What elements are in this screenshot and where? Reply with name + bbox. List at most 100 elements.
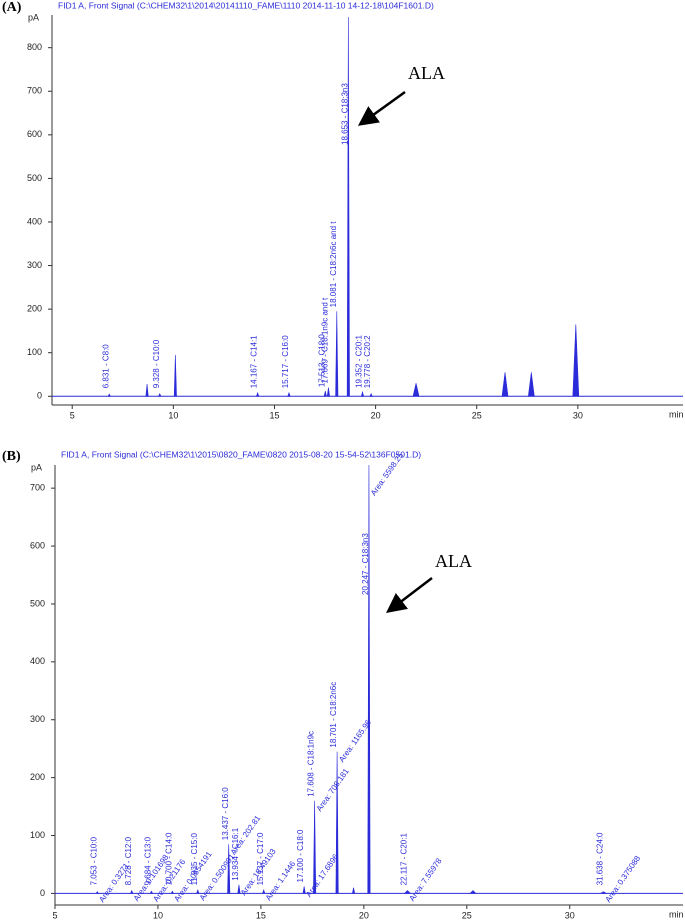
peak (323, 390, 327, 397)
peak (107, 393, 111, 397)
y-tick-label: 0 (37, 391, 42, 401)
area-label: Area: 1.1446 (264, 859, 298, 902)
x-axis-label: min (669, 909, 684, 919)
peak (527, 372, 535, 397)
y-tick-label: 700 (27, 86, 42, 96)
y-axis-label: pA (31, 462, 42, 472)
peak-label: 19.352 - C20:1 (355, 334, 364, 387)
peak-label: 15.137 - C17:0 (256, 832, 265, 885)
x-tick-label: 10 (153, 910, 163, 920)
area-label: Area: 708.181 (315, 766, 352, 813)
peak (287, 391, 291, 397)
x-axis-label: min (669, 409, 684, 419)
peak (227, 844, 231, 894)
peak (335, 311, 339, 397)
peak-label: 22.117 - C20:1 (400, 833, 409, 886)
peak (130, 889, 134, 894)
x-tick-label: 5 (52, 910, 57, 920)
x-tick-label: 15 (256, 910, 266, 920)
peak-label: 17.608 - C18:1n9c (307, 731, 316, 797)
y-tick-label: 100 (27, 347, 42, 357)
peak-label: 18.701 - C18:2n6c (329, 682, 338, 748)
y-tick-label: 600 (27, 129, 42, 139)
y-tick-label: 200 (30, 772, 45, 782)
peak-label: 31.638 - C24:0 (596, 832, 605, 885)
signal-header: FID1 A, Front Signal (C:\CHEM32\1\2014\2… (58, 0, 434, 10)
y-axis-label: pA (28, 12, 39, 22)
peak-label: 10.700 - C14:0 (164, 832, 173, 885)
peak-label: 18.653 - C18:3n3 (340, 83, 349, 145)
annotation-arrow (357, 90, 406, 126)
peak (403, 890, 412, 894)
peak (412, 383, 420, 397)
y-tick-label: 600 (30, 540, 45, 550)
y-tick-label: 300 (30, 714, 45, 724)
y-tick-label: 0 (40, 888, 45, 898)
peak-label: 13.437 - C16:0 (221, 787, 230, 840)
peak-label: 15.717 - C16:0 (281, 335, 290, 388)
peak (469, 890, 477, 894)
x-tick-label: 25 (472, 410, 482, 420)
peak-label: 17.513 - C18:0 (317, 334, 326, 387)
peak-label: 7.053 - C10:0 (89, 836, 98, 885)
panel-label: (B) (2, 449, 21, 464)
x-tick-label: 30 (565, 910, 575, 920)
peak-label: 9.328 - C10:0 (152, 339, 161, 388)
peak (346, 17, 350, 397)
peak (335, 751, 339, 894)
panel: (A) FID1 A, Front Signal (C:\CHEM32\1\201… (2, 0, 684, 420)
peak (326, 387, 330, 397)
peak (237, 884, 241, 894)
peak-label: 9.684 - C13:0 (144, 836, 153, 885)
x-tick-label: 10 (168, 410, 178, 420)
peak (599, 891, 608, 894)
x-tick-label: 5 (70, 410, 75, 420)
peak (158, 392, 162, 397)
peak-label: 20.247 - C18:3n3 (361, 533, 370, 595)
peak-label: 8.728 - C12:0 (124, 836, 133, 885)
peak (262, 889, 266, 894)
y-tick-label: 800 (27, 42, 42, 52)
y-tick-label: 700 (30, 483, 45, 493)
peak (501, 372, 509, 397)
peak (170, 890, 175, 894)
peak (367, 464, 371, 894)
y-tick-label: 400 (27, 216, 42, 226)
peak-label: 6.831 - C8:0 (101, 344, 110, 389)
peak (256, 391, 260, 397)
peak (360, 390, 365, 397)
area-label: Area: 7.55978 (407, 856, 444, 903)
peak (149, 890, 154, 894)
panel: (B) FID1 A, Front Signal (C:\CHEM32\1\201… (2, 449, 684, 920)
y-tick-label: 100 (30, 830, 45, 840)
peak-label: 19.778 - C20:2 (363, 335, 372, 388)
x-tick-label: 30 (573, 410, 583, 420)
panel-label: (A) (2, 0, 22, 15)
annotation: ALA (435, 551, 472, 571)
x-tick-label: 25 (462, 910, 472, 920)
peak-label: 17.100 - C18:0 (296, 829, 305, 882)
x-tick-label: 20 (359, 910, 369, 920)
peak-label: 17.669 - C18:1n9c and t (321, 297, 330, 384)
area-label: Area: 17.6896 (304, 852, 341, 899)
y-tick-label: 300 (27, 260, 42, 270)
peak (302, 886, 306, 894)
annotation: ALA (408, 63, 445, 83)
peak-label: 14.167 - C14:1 (250, 335, 259, 388)
signal-header: FID1 A, Front Signal (C:\CHEM32\1\2015\0… (61, 449, 421, 459)
y-tick-label: 500 (27, 173, 42, 183)
x-tick-label: 20 (371, 410, 381, 420)
peak (313, 800, 317, 894)
peak-label: 11.935 - C15:0 (190, 833, 199, 886)
x-tick-label: 15 (269, 410, 279, 420)
peak (95, 891, 100, 894)
area-label: Area: 0.375088 (603, 854, 642, 904)
peak (369, 392, 373, 397)
peak (173, 354, 177, 397)
peak (145, 384, 149, 397)
y-tick-label: 500 (30, 598, 45, 608)
annotation-arrow (386, 577, 433, 614)
peak (572, 324, 580, 397)
peak (351, 887, 356, 894)
